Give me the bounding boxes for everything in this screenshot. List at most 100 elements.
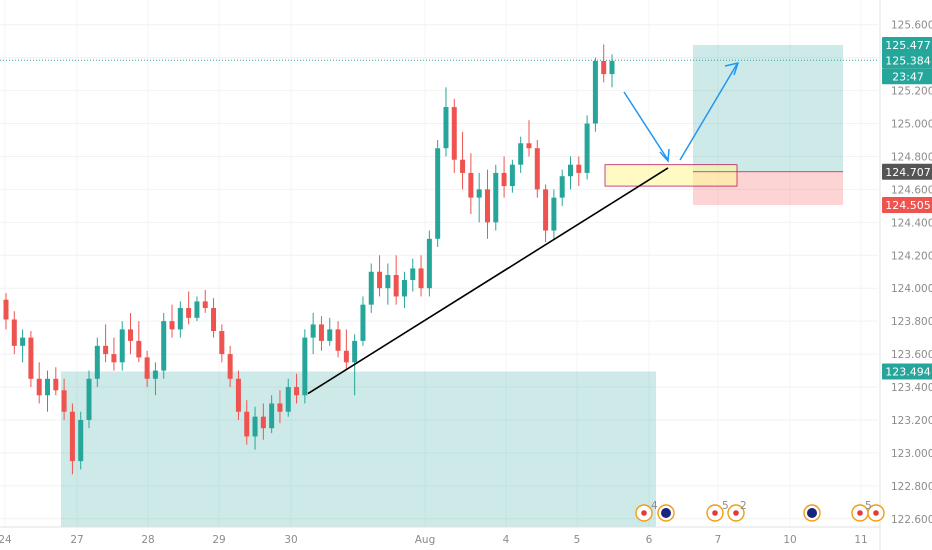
candle-body [45,378,51,396]
candle-body [509,164,515,187]
candle-body [543,189,549,231]
x-tick-label: 7 [715,534,722,546]
candle-body [227,354,233,379]
candle-body [69,411,75,462]
candle-body [277,403,283,412]
candle-body [310,324,316,338]
candle-body [601,60,607,75]
candle-body [360,304,366,341]
y-tick-label: 123.000 [891,448,932,460]
price-tag [882,197,932,214]
price-tag-label: 123.494 [885,366,931,379]
candle-body [169,321,175,330]
candle-body [592,60,598,124]
projection-arrow-down [623,91,669,161]
candle-body [86,378,92,420]
event-count-label: 5 [865,500,872,512]
candle-body [20,337,26,346]
candle-body [302,337,308,396]
candle-body [576,164,582,173]
candle-body [567,164,573,177]
price-tag-label: 124.707 [885,166,931,179]
candle-body [460,159,466,173]
candle-body [518,143,524,165]
candle-body [335,329,341,351]
price-tag [882,163,932,180]
trendline [307,167,669,395]
candle-body [219,331,225,355]
candle-body [526,143,532,149]
flag-icon-dot [873,510,879,516]
candle-body [584,123,590,173]
candle-body [260,416,266,429]
price-tag [882,52,932,69]
candle-body [352,340,358,363]
candle-body [94,345,100,379]
candle-body [327,329,333,341]
arrowhead-up [724,61,740,76]
candle-body [252,416,258,437]
globe-icon-fill [807,508,817,518]
y-tick-label: 124.800 [891,151,932,163]
candle-body [144,357,150,379]
y-tick-label: 122.800 [891,481,932,493]
price-tag-label: 124.505 [885,199,931,212]
x-tick-label: 24 [0,534,12,546]
candle-body [410,268,416,280]
candle-body [493,172,499,223]
candle-body [244,411,250,437]
candle-body [235,378,241,412]
candle-body [385,275,391,289]
projection-arrow-up [679,63,738,161]
candle-body [435,148,441,239]
candle-body [501,172,507,187]
candle-body [36,378,42,396]
y-tick-label: 124.600 [891,184,932,196]
candle-body [476,189,482,198]
y-tick-label: 125.600 [891,20,932,32]
flag-icon-dot [857,510,863,516]
y-tick-label: 123.200 [891,415,932,427]
price-tag-label: 125.477 [885,39,931,52]
candle-body [551,197,557,231]
candle-body [119,329,125,363]
candle-body [11,319,17,346]
candle-body [609,60,615,75]
entry-zone [604,164,738,187]
candle-body [161,321,167,371]
candle-body [128,329,134,341]
y-tick-label: 125.200 [891,86,932,98]
candle-body [443,107,449,149]
x-tick-label: 30 [284,534,297,546]
candle-body [534,148,540,190]
x-tick-label: 10 [783,534,796,546]
candle-body [559,176,565,198]
y-tick-label: 123.400 [891,382,932,394]
demand-zone [61,371,656,527]
candle-body [111,354,117,363]
x-tick-label: Aug [415,534,436,546]
y-tick-label: 123.800 [891,316,932,328]
candle-body [177,307,183,330]
y-tick-label: 124.000 [891,283,932,295]
candle-body [3,299,9,320]
x-tick-label: 29 [212,534,225,546]
x-tick-label: 4 [503,534,510,546]
x-tick-label: 11 [854,534,867,546]
price-tag-label: 23:47 [892,70,924,83]
candle-body [53,378,59,391]
flag-icon-dot [733,510,739,516]
candle-body [103,345,109,355]
y-tick-label: 123.600 [891,349,932,361]
candle-body [377,271,383,289]
candle-body [152,370,158,379]
flag-icon-dot [641,510,647,516]
candle-body [211,307,217,332]
event-count-label: 5 [722,500,729,512]
candle-body [451,107,457,160]
candle-body [418,268,424,289]
candle-body [426,238,432,289]
candle-body [343,350,349,363]
candle-body [285,387,291,412]
